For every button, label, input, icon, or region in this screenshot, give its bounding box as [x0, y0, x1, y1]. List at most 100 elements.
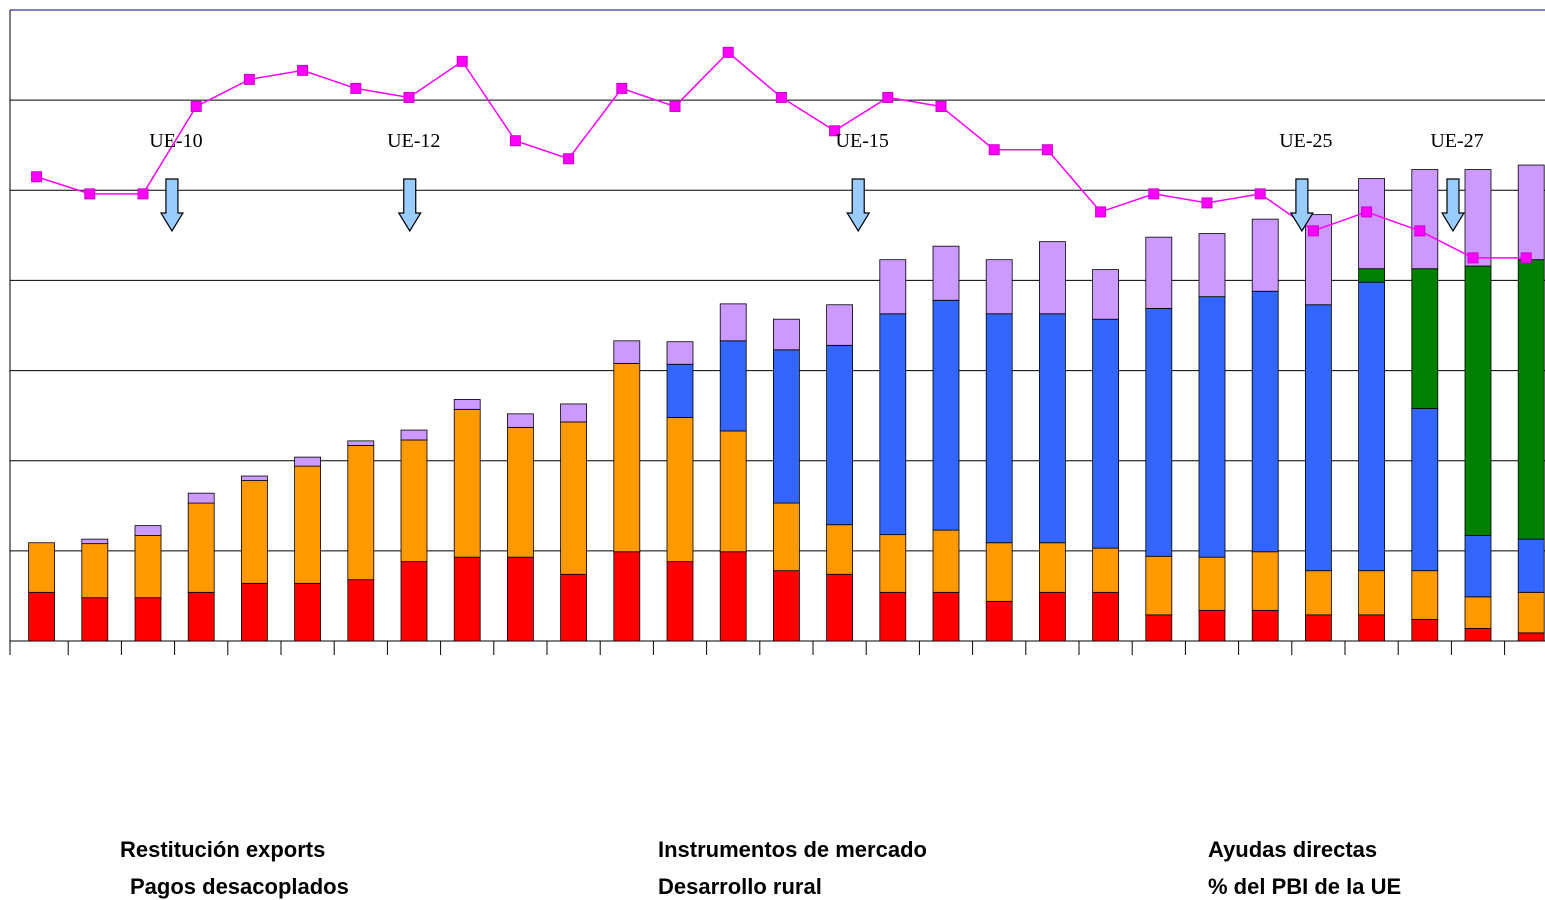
- annotation: UE-25: [1279, 130, 1332, 152]
- line-marker: [669, 100, 681, 112]
- bar-segment: [1464, 169, 1492, 267]
- bar-segment: [28, 591, 56, 642]
- arrow: [1440, 178, 1466, 233]
- bar-segment: [28, 542, 56, 593]
- line-marker: [775, 91, 787, 103]
- bar-segment: [187, 591, 215, 642]
- bar-segment: [773, 502, 800, 572]
- bar-segment: [773, 349, 800, 504]
- arrow: [1289, 178, 1314, 233]
- bar-segment: [560, 403, 587, 423]
- bar-segment: [1039, 313, 1066, 544]
- bar-segment: [1145, 555, 1173, 616]
- bar-segment: [613, 362, 641, 553]
- line-marker: [243, 73, 255, 85]
- bar-segment: [1039, 241, 1066, 315]
- bar-segment: [1251, 551, 1279, 611]
- bar-segment: [1092, 591, 1119, 642]
- bar-segment: [1198, 296, 1226, 558]
- bar-segment: [506, 556, 534, 642]
- bar-segment: [1464, 265, 1492, 536]
- bar-segment: [1305, 570, 1332, 616]
- bar-segment: [719, 303, 747, 342]
- bar-segment: [347, 440, 375, 446]
- bar-segment: [240, 475, 268, 481]
- bar-segment: [1198, 556, 1226, 611]
- annotation: UE-27: [1430, 130, 1483, 152]
- legend-label: Ayudas directas: [1208, 837, 1377, 862]
- bar-segment: [347, 579, 375, 642]
- line-marker: [509, 135, 521, 147]
- bar-segment: [400, 429, 428, 441]
- bar-segment: [826, 344, 853, 526]
- bar-segment: [932, 299, 960, 531]
- line-marker: [190, 100, 202, 112]
- bar-segment: [1145, 236, 1173, 309]
- bar-segment: [773, 570, 800, 642]
- line-marker: [1201, 197, 1213, 209]
- bar-segment: [932, 529, 960, 593]
- bar-segment: [826, 524, 853, 575]
- arrow: [846, 178, 871, 233]
- line-marker: [1467, 252, 1479, 264]
- bar-segment: [826, 573, 853, 642]
- line-marker: [882, 91, 894, 103]
- bar-segment: [1305, 304, 1332, 572]
- bar-segment: [1517, 538, 1545, 593]
- line-marker: [1041, 144, 1053, 156]
- bar-segment: [187, 502, 215, 593]
- bar-segment: [1411, 268, 1439, 409]
- line-marker: [1414, 225, 1426, 237]
- bar-segment: [985, 259, 1013, 315]
- bar-segment: [1198, 233, 1226, 298]
- bar-segment: [1092, 318, 1119, 549]
- line-marker: [137, 188, 149, 200]
- bar-segment: [81, 538, 109, 545]
- legend-label: % del PBI de la UE: [1208, 874, 1401, 899]
- bar-segment: [453, 399, 481, 410]
- line-marker: [1148, 188, 1160, 200]
- line-marker: [31, 171, 43, 183]
- bar-segment: [719, 551, 747, 642]
- bar-segment: [134, 525, 162, 536]
- legend-label: Desarrollo rural: [658, 874, 822, 899]
- arrow: [397, 178, 422, 233]
- bar-segment: [560, 421, 587, 575]
- bar-segment: [400, 561, 428, 642]
- line-marker: [988, 144, 1000, 156]
- bar-segment: [1092, 269, 1119, 320]
- bar-segment: [1411, 618, 1439, 642]
- bar-segment: [1145, 614, 1173, 642]
- bar-segment: [294, 456, 322, 467]
- legend-label: Restitución exports: [120, 837, 325, 862]
- line-marker: [297, 64, 309, 76]
- bar-segment: [666, 363, 694, 418]
- bar-segment: [826, 304, 853, 346]
- bar-segment: [240, 480, 268, 584]
- bar-segment: [1251, 290, 1279, 553]
- bar-segment: [1358, 178, 1385, 270]
- line-marker: [1307, 225, 1319, 237]
- bar-segment: [81, 543, 109, 599]
- annotation: UE-10: [149, 130, 202, 152]
- line-marker: [829, 125, 841, 137]
- line-marker: [456, 55, 468, 67]
- bar-segment: [719, 430, 747, 553]
- bar-segment: [1039, 591, 1066, 642]
- bar-segment: [985, 542, 1013, 602]
- bar-segment: [1251, 609, 1279, 642]
- bar-segment: [506, 413, 534, 428]
- bar-segment: [932, 245, 960, 301]
- line-marker: [1254, 188, 1266, 200]
- bar-segment: [1145, 307, 1173, 557]
- line-marker: [722, 46, 734, 58]
- bar-segment: [1517, 632, 1545, 642]
- bar-segment: [506, 426, 534, 558]
- bar-segment: [294, 582, 322, 642]
- bar-segment: [1411, 169, 1439, 270]
- bar-segment: [1092, 547, 1119, 593]
- line-marker: [935, 100, 947, 112]
- bar-segment: [1251, 218, 1279, 292]
- bar-segment: [81, 597, 109, 642]
- bar-segment: [1358, 570, 1385, 616]
